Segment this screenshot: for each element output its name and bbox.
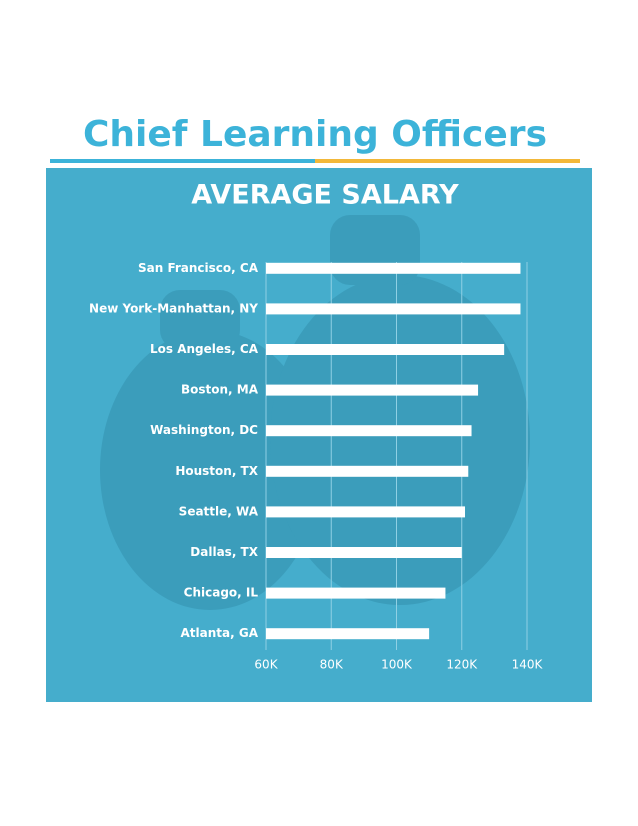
y-tick-label: San Francisco, CA <box>138 261 259 275</box>
title-rule-left <box>50 159 315 163</box>
x-tick-label: 100K <box>381 658 413 672</box>
bar <box>266 465 469 477</box>
bar <box>266 425 472 437</box>
x-tick-label: 140K <box>512 658 544 672</box>
title-rule-right <box>315 159 580 163</box>
bar <box>266 547 462 558</box>
y-tick-label: Los Angeles, CA <box>150 342 259 356</box>
y-tick-label: Seattle, WA <box>179 504 259 518</box>
money-bags <box>100 215 530 610</box>
x-tick-label: 60K <box>254 658 278 672</box>
y-tick-label: Atlanta, GA <box>181 626 259 640</box>
chart-subtitle: AVERAGE SALARY <box>191 180 459 211</box>
bar <box>266 262 521 274</box>
plot: 60K 80K 100K 120K 140K San Francisco, CA New Y… <box>89 261 543 672</box>
y-tick-label: Boston, MA <box>181 383 259 397</box>
y-tick-label: Washington, DC <box>150 423 258 437</box>
bar <box>266 587 446 599</box>
bar <box>266 344 505 355</box>
x-tick-label: 120K <box>446 658 478 672</box>
y-tick-label: Houston, TX <box>175 464 258 478</box>
bar <box>266 303 521 315</box>
y-tick-label: Dallas, TX <box>190 545 258 559</box>
bar <box>266 384 479 396</box>
bar <box>266 628 430 640</box>
bar <box>266 506 466 518</box>
y-tick-label: Chicago, IL <box>184 586 259 600</box>
y-tick-label: New York-Manhattan, NY <box>89 301 258 315</box>
chart-title: Chief Learning Officers <box>83 114 547 155</box>
x-tick-label: 80K <box>320 658 344 672</box>
